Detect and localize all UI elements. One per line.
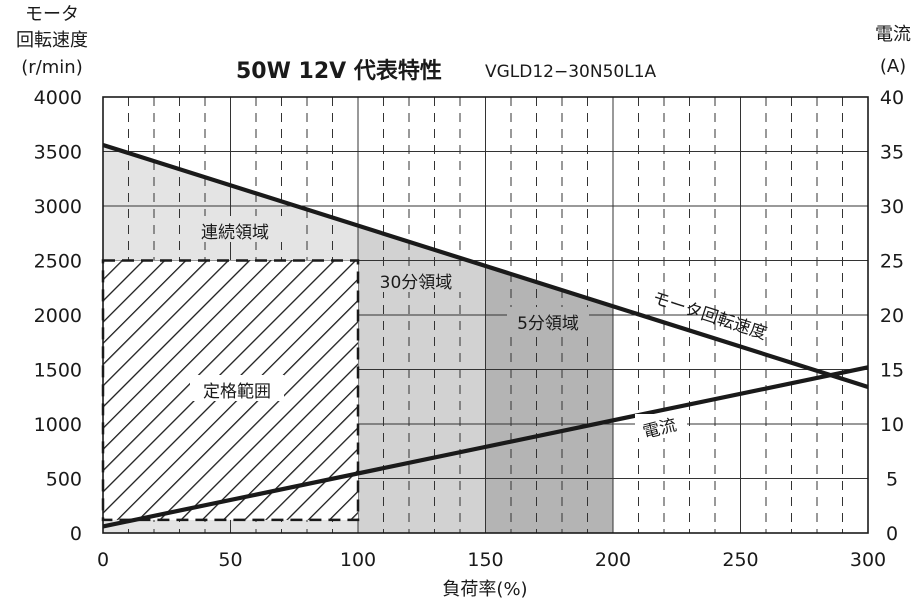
region-label-continuous-bg [187, 216, 283, 242]
speed-curve [102, 142, 869, 389]
region-label-30min: 30分領域 [380, 273, 453, 293]
chart-title: 50W 12V 代表特性 [236, 58, 442, 84]
y-right-tick-label: 0 [886, 523, 898, 545]
y-right-tick-label: 25 [880, 251, 904, 273]
y-right-tick-label: 35 [880, 142, 904, 164]
region-2 [358, 225, 486, 533]
right-axis-title-line1: 電流 [875, 24, 911, 45]
y-left-tick-label: 0 [70, 523, 82, 545]
x-tick-label: 150 [467, 549, 503, 571]
rated-range-label-bg [190, 375, 284, 401]
plot-frame [102, 96, 869, 534]
y-left-tick-label: 3500 [34, 142, 82, 164]
region-3 [485, 265, 613, 533]
y-left-tick-label: 1500 [34, 360, 82, 382]
y-left-tick-label: 4000 [34, 87, 82, 109]
x-tick-label: 250 [722, 549, 758, 571]
left-axis-title-line2: 回転速度 [16, 30, 88, 51]
y-right-tick-label: 15 [880, 360, 904, 382]
left-axis-title-line3: (r/min) [21, 57, 82, 78]
region-label-continuous: 連続領域 [201, 223, 269, 243]
x-tick-label: 300 [850, 549, 886, 571]
y-left-tick-label: 2000 [34, 305, 82, 327]
x-tick-label: 50 [218, 549, 242, 571]
region-label-5min-bg [507, 307, 589, 333]
grid-lines [103, 97, 868, 533]
y-right-tick-label: 20 [880, 305, 904, 327]
y-left-tick-label: 1000 [34, 414, 82, 436]
x-axis-title: 負荷率(%) [442, 579, 527, 600]
current-curve [102, 365, 869, 529]
x-tick-label: 100 [340, 549, 376, 571]
rated-range-label: 定格範囲 [203, 382, 271, 402]
left-axis-ticks: 0 500 1000 1500 2000 2500 3000 3500 4000 [34, 87, 82, 545]
current-curve-label-bg [635, 414, 687, 438]
y-right-tick-label: 30 [880, 196, 904, 218]
x-tick-label: 0 [97, 549, 109, 571]
y-left-tick-label: 2500 [34, 251, 82, 273]
y-left-tick-label: 500 [46, 469, 82, 491]
y-right-tick-label: 10 [880, 414, 904, 436]
region-label-5min: 5分領域 [517, 314, 579, 334]
plot-border [102, 96, 869, 534]
chart-subtitle: VGLD12−30N50L1A [485, 62, 657, 82]
left-axis-title: モータ 回転速度 (r/min) [16, 4, 88, 78]
region-label-30min-bg [371, 266, 461, 292]
y-right-tick-label: 5 [886, 469, 898, 491]
right-axis-title-line2: (A) [880, 56, 906, 77]
x-axis-ticks: 0 50 100 150 200 250 300 [97, 549, 886, 571]
right-axis-ticks: 0 5 10 15 20 25 30 35 40 [880, 87, 904, 545]
series-lines [102, 142, 869, 529]
y-right-tick-label: 40 [880, 87, 904, 109]
right-axis-title: 電流 (A) [875, 24, 911, 77]
y-left-tick-label: 3000 [34, 196, 82, 218]
left-axis-title-line1: モータ [25, 4, 79, 25]
x-tick-label: 200 [595, 549, 631, 571]
